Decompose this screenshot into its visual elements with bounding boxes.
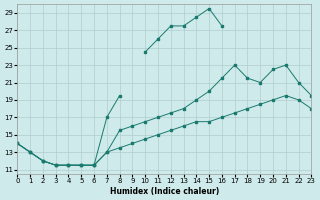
X-axis label: Humidex (Indice chaleur): Humidex (Indice chaleur)	[110, 187, 219, 196]
